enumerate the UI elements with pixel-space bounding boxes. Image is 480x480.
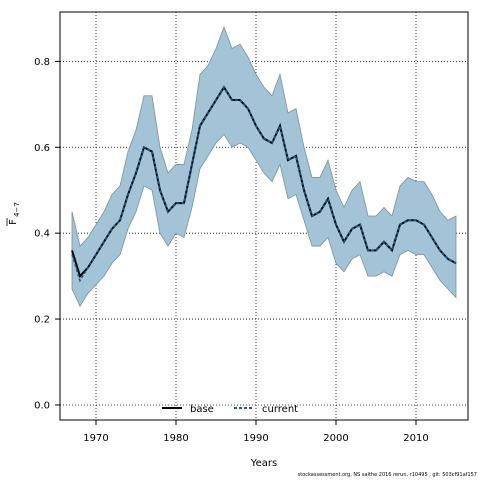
x-tick-label-2000: 2000 xyxy=(323,433,348,444)
y-tick-label-0.6: 0.6 xyxy=(34,143,50,154)
y-tick-label-0.8: 0.8 xyxy=(34,57,50,68)
y-axis-title: F 4−7 xyxy=(6,202,21,226)
plot-frame xyxy=(59,11,469,421)
y-tick-label-0.2: 0.2 xyxy=(34,315,50,326)
y-axis-title-subscript: 4−7 xyxy=(13,202,21,217)
legend: base current xyxy=(162,404,298,415)
x-tick-label-1980: 1980 xyxy=(163,433,188,444)
y-axis-title-main: F xyxy=(8,219,19,225)
legend-label-current: current xyxy=(262,404,298,415)
y-tick-label-0.4: 0.4 xyxy=(34,229,50,240)
axes: 1970 1980 1990 2000 2010 0.0 0.2 0.4 0.6 0.8 xyxy=(34,57,429,444)
x-axis-title: Years xyxy=(250,458,277,469)
x-tick-label-1970: 1970 xyxy=(83,433,108,444)
x-tick-label-1990: 1990 xyxy=(243,433,268,444)
confidence-band xyxy=(71,25,457,308)
legend-label-base: base xyxy=(190,404,214,415)
x-tick-label-2010: 2010 xyxy=(403,433,428,444)
footer-source-text: stockassessment.org, NS saithe 2016 reru… xyxy=(297,472,477,478)
series-line-current xyxy=(71,85,457,283)
y-tick-label-0.0: 0.0 xyxy=(34,400,50,411)
